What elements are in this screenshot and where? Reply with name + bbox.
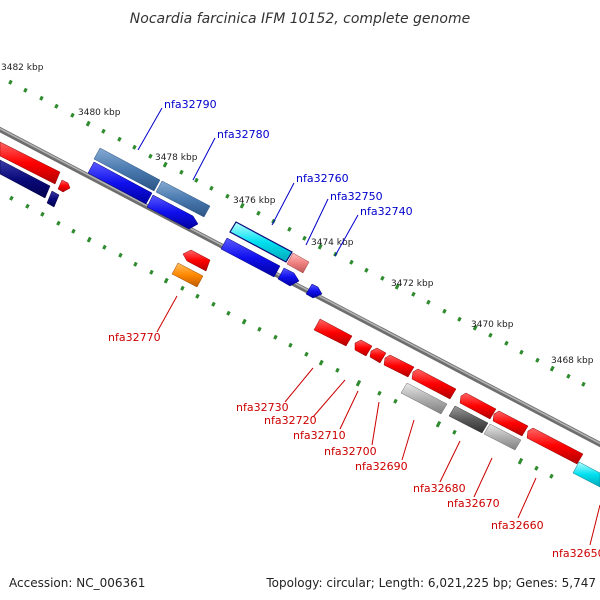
accession-label: Accession: NC_006361 [9,576,145,590]
gene-nfa32710[interactable] [369,347,387,364]
gene-label[interactable]: nfa32770 [108,331,161,344]
gene-label[interactable]: nfa32730 [236,401,289,414]
gene-label[interactable]: nfa32740 [360,205,413,218]
gene-nfa32730[interactable] [313,318,353,347]
scale-label: 3474 kbp [311,238,354,248]
genome-summary: Topology: circular; Length: 6,021,225 bp… [265,576,596,590]
scale-label: 3476 kbp [233,196,276,206]
gene-label[interactable]: nfa32760 [296,172,349,185]
gene-blue-b[interactable] [146,194,199,230]
gene-label[interactable]: nfa32700 [324,445,377,458]
gene-nfa32690-gray[interactable] [400,382,448,415]
gene-label[interactable]: nfa32780 [217,128,270,141]
gene-blue-c[interactable] [220,237,281,278]
gene-label[interactable]: nfa32750 [330,190,383,203]
gene-nfa32670[interactable] [483,410,529,451]
gene-nfa32780[interactable] [155,180,211,218]
gene-nfa32680[interactable] [448,392,497,434]
gene-label[interactable]: nfa32720 [264,414,317,427]
gene-blue-a[interactable] [87,161,153,205]
gene-label[interactable]: nfa32670 [447,497,500,510]
gene-label[interactable]: nfa32680 [413,482,466,495]
scale-label: 3472 kbp [391,279,434,289]
gene-red-mid[interactable] [182,249,211,272]
genome-backbone [0,126,600,448]
scale-label: 3470 kbp [471,320,514,330]
gene-label[interactable]: nfa32790 [164,98,217,111]
map-title: Nocardia farcinica IFM 10152, complete g… [130,11,470,27]
gene-nfa32650[interactable] [572,461,600,488]
gene-nfa32770[interactable] [171,262,204,288]
gene-nfa32690[interactable] [411,368,457,400]
gene-blue-d[interactable] [277,267,300,287]
gene-nfa32660[interactable] [526,427,584,465]
gene-nfa32740[interactable] [305,283,323,299]
gene-navy-left[interactable] [0,159,60,208]
scale-label: 3480 kbp [78,108,121,118]
lower-scale-ticks [9,195,554,479]
gene-nfa32760[interactable] [229,221,293,263]
gene-label[interactable]: nfa32650 [552,547,600,560]
gene-label[interactable]: nfa32690 [355,460,408,473]
gene-label[interactable]: nfa32710 [293,429,346,442]
gene-red-left[interactable] [0,141,71,193]
lower-leader-lines [156,295,600,546]
scale-labels: 3482 kbp 3480 kbp 3478 kbp 3476 kbp 3474… [1,63,594,366]
scale-label: 3482 kbp [1,63,44,73]
gene-nfa32750[interactable] [286,252,310,274]
lower-gene-labels: nfa32770 nfa32730 nfa32720 nfa32710 nfa3… [108,331,600,560]
upper-leader-lines [137,107,359,257]
gene-nfa32790[interactable] [93,147,161,192]
gene-nfa32720[interactable] [354,339,373,357]
scale-label: 3478 kbp [155,153,198,163]
upper-scale-ticks [8,79,586,387]
gene-label[interactable]: nfa32660 [491,519,544,532]
scale-label: 3468 kbp [551,356,594,366]
upper-gene-labels: nfa32790 nfa32780 nfa32760 nfa32750 nfa3… [164,98,413,218]
gene-nfa32700[interactable] [383,354,415,378]
